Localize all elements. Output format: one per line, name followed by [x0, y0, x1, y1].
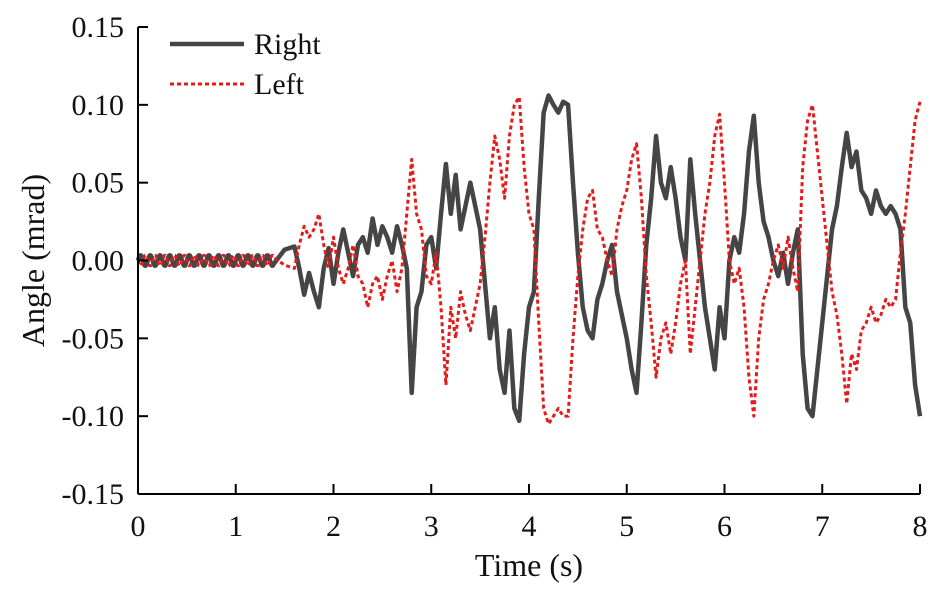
x-axis-title: Time (s): [475, 547, 583, 583]
x-tick-label: 1: [228, 510, 243, 543]
x-tick-label: 0: [131, 510, 146, 543]
x-tick-label: 3: [424, 510, 439, 543]
series-line-right: [135, 93, 923, 424]
legend: Right Left: [170, 28, 321, 101]
y-tick-label: -0.05: [62, 322, 125, 355]
y-tick-label: 0.15: [72, 11, 125, 44]
y-tick-label: 0.05: [72, 167, 125, 200]
x-tick-label: 4: [522, 510, 537, 543]
x-tick-label: 2: [326, 510, 341, 543]
axes-layer: 0 1 2 3 4 5 6 7 8 -0.15 -0.10 -0.05 0.00 0.05 0.10 0.15: [62, 11, 928, 543]
y-tick-label: 0.00: [72, 245, 125, 278]
y-tick-label: -0.15: [62, 478, 125, 511]
series-layer: [135, 93, 923, 426]
y-tick-label: 0.10: [72, 89, 125, 122]
x-tick-label: 5: [619, 510, 634, 543]
series-line-left: [136, 95, 922, 426]
y-tick-label: -0.10: [62, 400, 125, 433]
y-axis-title: Angle (mrad): [15, 174, 51, 347]
legend-label-left: Left: [254, 68, 305, 101]
x-tick-label: 6: [717, 510, 732, 543]
x-tick-label: 8: [913, 510, 928, 543]
legend-label-right: Right: [254, 28, 321, 61]
x-tick-label: 7: [815, 510, 830, 543]
